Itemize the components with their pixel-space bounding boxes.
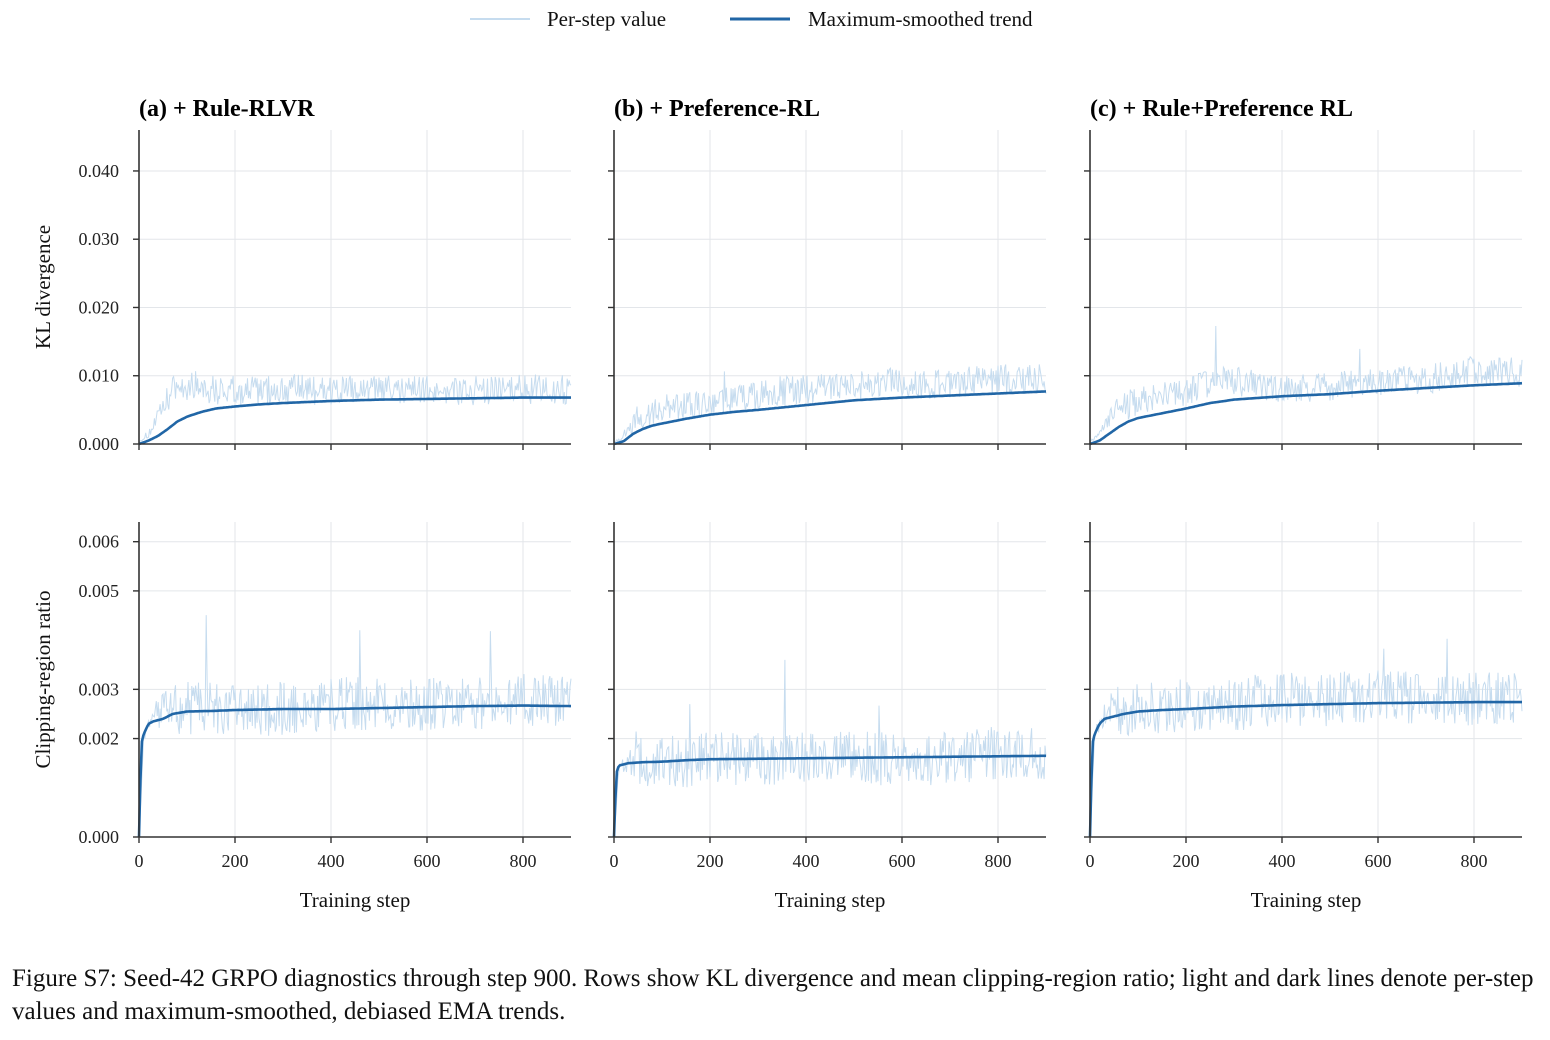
series-line-trend bbox=[613, 390, 1047, 446]
figure-canvas: Per-step value Maximum-smoothed trend 0.… bbox=[31, 7, 1523, 912]
y-tick-label: 0.005 bbox=[79, 581, 120, 601]
y-tick-label: 0.000 bbox=[79, 434, 120, 454]
panel-6: 0 200 400 600 800 Training step bbox=[1084, 522, 1523, 912]
x-tick-label: 0 bbox=[1086, 851, 1095, 871]
x-tick-label: 600 bbox=[889, 851, 916, 871]
legend: Per-step value Maximum-smoothed trend bbox=[470, 7, 1033, 31]
x-tick-label: 400 bbox=[318, 851, 345, 871]
y-tick-label: 0.003 bbox=[79, 679, 120, 699]
y-axis-label: Clipping-region ratio bbox=[31, 591, 55, 769]
y-axis-label: KL divergence bbox=[31, 225, 55, 349]
y-tick-label: 0.020 bbox=[79, 297, 120, 317]
x-tick-label: 200 bbox=[697, 851, 724, 871]
x-tick-label: 800 bbox=[510, 851, 537, 871]
x-tick-label: 800 bbox=[985, 851, 1012, 871]
series-line-per-step bbox=[1089, 325, 1523, 442]
x-axis-label: Training step bbox=[1251, 888, 1362, 912]
series-line-per-step bbox=[1089, 638, 1523, 838]
panel-title: (a) + Rule-RLVR bbox=[139, 96, 315, 122]
x-tick-label: 200 bbox=[1173, 851, 1200, 871]
x-tick-label: 0 bbox=[135, 851, 144, 871]
series-line-trend bbox=[138, 396, 571, 446]
series-line-per-step bbox=[138, 615, 572, 838]
x-tick-label: 400 bbox=[1269, 851, 1296, 871]
y-tick-label: 0.006 bbox=[79, 532, 120, 552]
series-line-trend bbox=[137, 704, 571, 838]
y-tick-label: 0.040 bbox=[79, 161, 120, 181]
x-tick-label: 800 bbox=[1461, 851, 1488, 871]
x-axis-label: Training step bbox=[300, 888, 411, 912]
series-line-per-step bbox=[138, 371, 572, 443]
y-tick-label: 0.002 bbox=[79, 729, 120, 749]
panels: 0.000 0.010 0.020 0.030 0.040 (a) + Rule-RLVR… bbox=[31, 96, 1523, 912]
x-tick-label: 600 bbox=[1365, 851, 1392, 871]
y-tick-label: 0.010 bbox=[79, 366, 120, 386]
series-line-trend bbox=[612, 754, 1046, 838]
figure-caption: Figure S7: Seed-42 GRPO diagnostics thro… bbox=[12, 965, 1534, 1025]
y-tick-label: 0.030 bbox=[79, 229, 120, 249]
legend-trend-label: Maximum-smoothed trend bbox=[808, 7, 1033, 31]
x-tick-label: 400 bbox=[793, 851, 820, 871]
x-axis-label: Training step bbox=[775, 888, 886, 912]
x-tick-label: 200 bbox=[222, 851, 249, 871]
series-line-trend bbox=[1089, 381, 1523, 446]
panel-5: 0 200 400 600 800 Training step bbox=[608, 522, 1047, 912]
x-tick-label: 600 bbox=[414, 851, 441, 871]
panel-1: 0.000 0.010 0.020 0.030 0.040 (a) + Rule-RLVR… bbox=[31, 96, 572, 454]
panel-2: (b) + Preference-RL bbox=[608, 96, 1047, 450]
legend-per-step-label: Per-step value bbox=[547, 7, 666, 31]
panel-title: (b) + Preference-RL bbox=[614, 96, 820, 122]
panel-4: 0.000 0.002 0.003 0.005 0.006 0 200 400 600 800 Tr… bbox=[31, 522, 572, 912]
panel-title: (c) + Rule+Preference RL bbox=[1090, 96, 1353, 122]
y-tick-label: 0.000 bbox=[79, 827, 120, 847]
series-line-per-step bbox=[613, 659, 1047, 838]
panel-3: (c) + Rule+Preference RL bbox=[1084, 96, 1523, 450]
series-line-trend bbox=[1088, 700, 1522, 838]
x-tick-label: 0 bbox=[610, 851, 619, 871]
